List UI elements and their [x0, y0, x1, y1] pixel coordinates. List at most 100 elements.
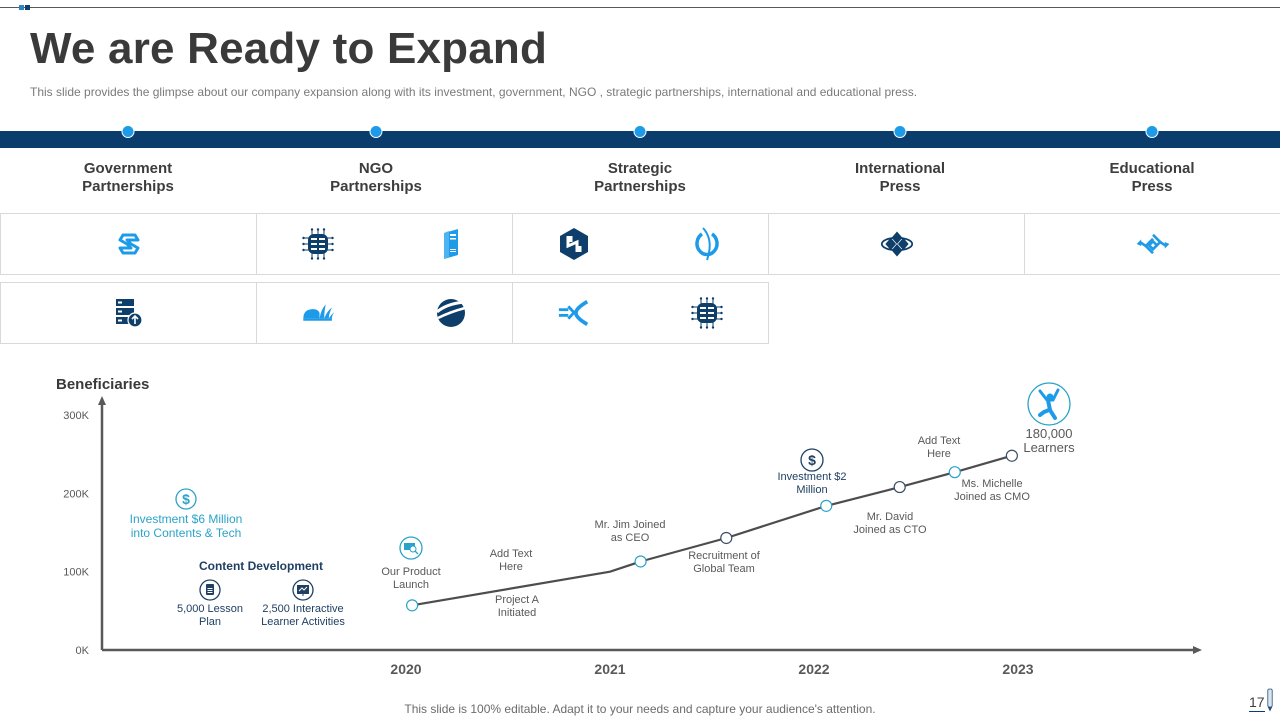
annotation-text: Recruitment of — [688, 550, 760, 562]
top-rule — [0, 7, 1280, 8]
timeline-dot — [369, 125, 383, 138]
category-heading-line: Press — [879, 178, 921, 195]
beneficiaries-chart: Beneficiaries 0K 100K 200K 300K 2020 2021 2022 2… — [0, 360, 1280, 690]
y-tick-label: 100K — [63, 567, 89, 579]
phi-circle-icon — [690, 227, 724, 261]
category-heading-line: Partnerships — [82, 178, 174, 195]
footer-note: This slide is 100% editable. Adapt it to… — [0, 702, 1280, 716]
footer-text: This slide is 100% editable. Adapt it to… — [404, 702, 876, 716]
page-title: We are Ready to Expand — [30, 24, 548, 73]
annotation-text: Here — [499, 561, 523, 573]
server-upload-icon — [112, 296, 146, 330]
annotation-text: Add Text — [490, 548, 533, 560]
category-heading: Educational Press — [1024, 160, 1280, 196]
partner-logo-cell — [0, 213, 257, 275]
annotation-text: Content Development — [199, 559, 323, 573]
category-heading: International Press — [772, 160, 1028, 196]
category-heading-line: Strategic — [607, 160, 673, 177]
partner-logo-cell — [1024, 213, 1280, 275]
timeline-dot — [633, 125, 647, 138]
data-point-marker — [820, 499, 833, 512]
corner-mark — [19, 5, 24, 10]
search-screen-icon — [404, 543, 419, 555]
timeline-band — [0, 131, 1280, 148]
annotation-text: Ms. Michelle — [961, 478, 1022, 490]
dollar-icon: $ — [808, 452, 816, 468]
arrow-diamond-icon — [1136, 227, 1170, 261]
x-tick-label: 2023 — [1002, 661, 1033, 677]
annotation-text: Here — [927, 448, 951, 460]
y-tick-label: 0K — [76, 645, 90, 657]
category-heading: Strategic Partnerships — [512, 160, 768, 196]
partner-logo-cell — [768, 213, 1025, 275]
y-tick-label: 200K — [63, 488, 89, 500]
dollar-icon-ring — [800, 448, 824, 472]
x-tick-label: 2020 — [390, 661, 421, 677]
timeline-dot — [121, 125, 135, 138]
chip-grid-icon — [301, 227, 335, 261]
data-point-marker — [406, 599, 419, 612]
annotation-text: Investment $6 Million — [130, 512, 243, 526]
timeline-dot — [1145, 125, 1159, 138]
chart-title: Beneficiaries — [56, 376, 149, 393]
annotation-text: Initiated — [498, 607, 537, 619]
hex-h-logo-icon — [557, 227, 591, 261]
x-tick-label: 2022 — [798, 661, 829, 677]
page-subtitle: This slide provides the glimpse about ou… — [30, 85, 918, 99]
x-axis-arrow — [1193, 646, 1202, 654]
partner-logo-cell — [512, 282, 769, 344]
annotation-text: Mr. Jim Joined — [595, 519, 666, 531]
globe-swirl-icon — [434, 296, 468, 330]
jumping-person-icon — [1038, 388, 1060, 420]
pencil-icon — [1267, 688, 1273, 712]
partner-logo-cell — [0, 282, 257, 344]
annotation-text: Project A — [495, 594, 540, 606]
s-hexagon-logo-icon — [112, 227, 146, 261]
document-icon — [206, 584, 214, 595]
chip-grid-icon — [690, 296, 724, 330]
svg-text:$: $ — [808, 452, 816, 468]
annotation-text: 180,000 — [1026, 426, 1073, 441]
category-heading-line: Government — [83, 160, 173, 177]
svg-text:$: $ — [182, 491, 190, 507]
category-heading-line: Press — [1131, 178, 1173, 195]
beneficiaries-line — [411, 454, 1013, 607]
dollar-icon-ring — [175, 488, 197, 510]
annotation-text: Learner Activities — [261, 616, 345, 628]
partner-logo-cell — [256, 213, 513, 275]
y-axis-arrow — [98, 396, 106, 405]
annotation-text: Joined as CMO — [954, 491, 1030, 503]
annotation-text: as CEO — [611, 532, 650, 544]
partner-logo-cell — [256, 282, 513, 344]
category-heading-line: Partnerships — [330, 178, 422, 195]
annotation-text: into Contents & Tech — [131, 526, 242, 540]
presentation-icon — [297, 585, 309, 596]
annotation-text: Learners — [1023, 440, 1075, 455]
annotation-text: Investment $2 — [777, 471, 846, 483]
corner-mark — [25, 5, 30, 10]
category-heading-line: Educational — [1109, 160, 1195, 177]
annotation-text: Launch — [393, 579, 429, 591]
annotation-text: 2,500 Interactive — [262, 603, 343, 615]
chart-svg: Beneficiaries 0K 100K 200K 300K 2020 2021 2022 2… — [56, 376, 1202, 677]
annotation-text: Global Team — [693, 563, 755, 575]
dollar-icon: $ — [182, 491, 190, 507]
category-heading-line: International — [854, 160, 945, 177]
data-point-marker — [634, 555, 647, 568]
merge-arrows-icon — [557, 296, 591, 330]
book-cloud-icon — [301, 296, 335, 330]
data-point-marker — [720, 531, 733, 545]
server-tower-icon — [434, 227, 468, 261]
category-heading-line: NGO — [358, 160, 394, 177]
category-heading: Government Partnerships — [0, 160, 256, 196]
page-number: 17 — [1249, 694, 1265, 712]
diamond-cluster-icon — [880, 227, 914, 261]
annotation-text: 5,000 Lesson — [177, 603, 243, 615]
data-point-marker — [1005, 449, 1018, 462]
x-tick-label: 2021 — [594, 661, 625, 677]
annotation-text: Joined as CTO — [853, 524, 927, 536]
annotation-text: Plan — [199, 616, 221, 628]
y-tick-label: 300K — [63, 410, 89, 422]
category-heading: NGO Partnerships — [248, 160, 504, 196]
timeline-dot — [893, 125, 907, 138]
